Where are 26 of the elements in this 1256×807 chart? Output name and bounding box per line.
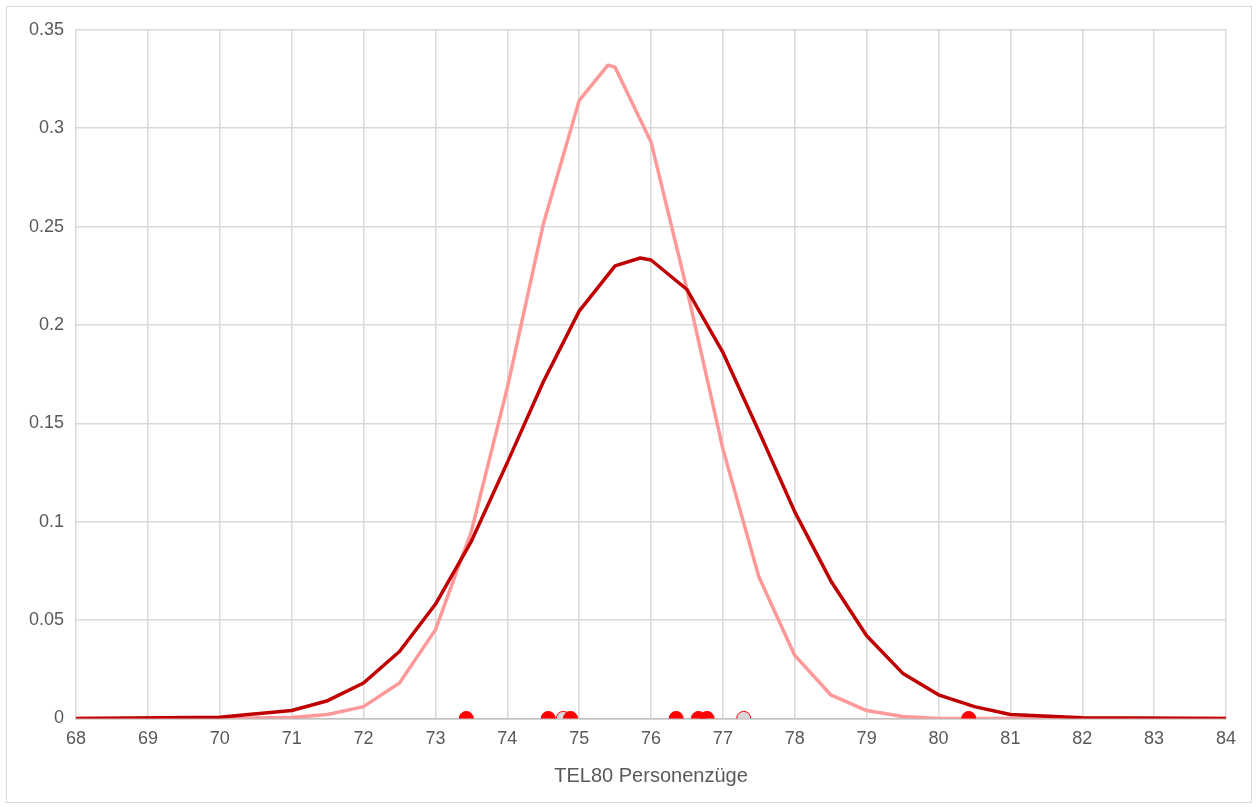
x-tick-label: 73 — [425, 728, 446, 749]
x-tick-label: 84 — [1215, 728, 1237, 749]
x-tick-label: 82 — [1072, 728, 1093, 749]
x-axis-title: TEL80 Personenzüge — [554, 763, 748, 786]
x-tick-label: 75 — [569, 728, 590, 749]
y-tick-label: 0.2 — [39, 313, 65, 334]
x-tick-label: 69 — [137, 728, 158, 749]
x-tick-label: 79 — [856, 728, 877, 749]
x-tick-label: 72 — [353, 728, 374, 749]
y-tick-label: 0.1 — [39, 510, 65, 531]
x-tick-label: 71 — [281, 728, 302, 749]
x-tick-label: 68 — [66, 728, 87, 749]
y-tick-label: 0.3 — [39, 117, 65, 138]
x-tick-label: 80 — [928, 728, 949, 749]
y-tick-label: 0.35 — [28, 18, 65, 39]
y-tick-label: 0.05 — [28, 609, 65, 629]
x-tick-label: 76 — [641, 728, 662, 749]
x-tick-label: 70 — [209, 728, 230, 749]
x-tick-label: 77 — [712, 728, 733, 749]
x-tick-label: 74 — [497, 728, 518, 749]
y-tick-label: 0.25 — [28, 215, 65, 236]
x-tick-label: 81 — [1000, 728, 1021, 749]
y-tick-label: 0.15 — [28, 412, 65, 433]
x-tick-label: 78 — [784, 728, 805, 749]
x-tick-label: 83 — [1144, 728, 1165, 749]
y-tick-label: 0 — [54, 707, 65, 728]
